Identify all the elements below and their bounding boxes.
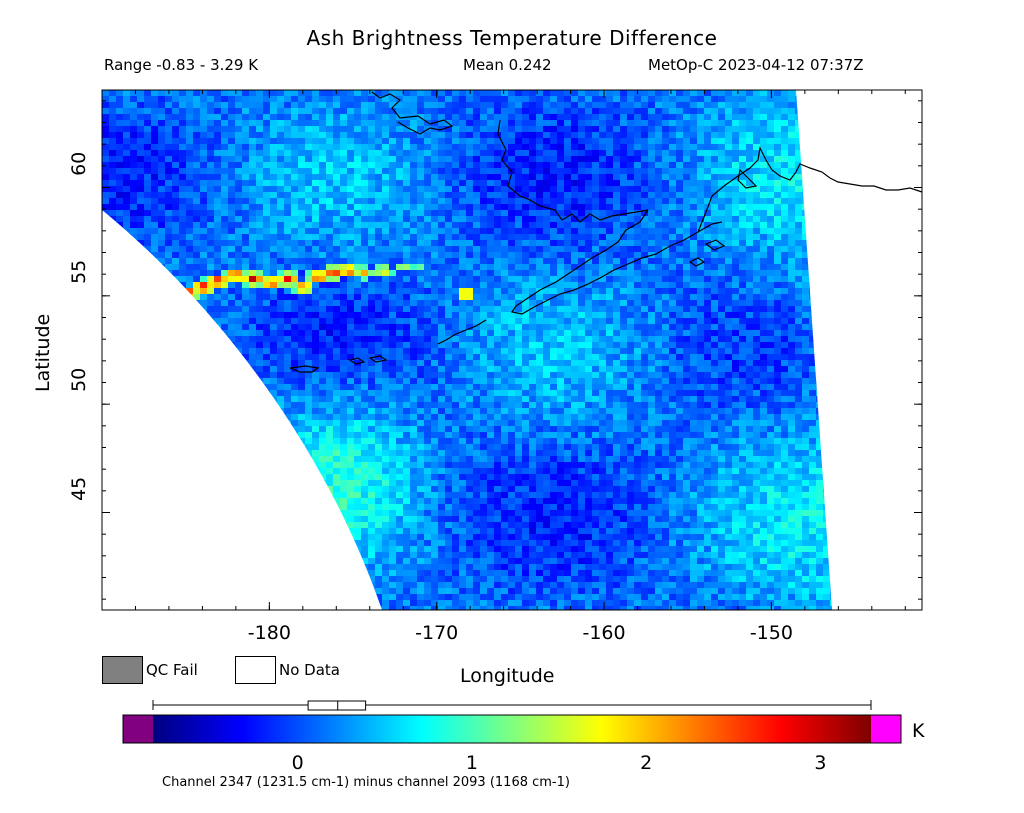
colorbar-tick-label: 2 [640, 752, 653, 774]
qc-fail-swatch [102, 656, 143, 684]
coastline [289, 91, 923, 373]
no-data-label: No Data [279, 661, 340, 679]
colorbar-above-range [871, 715, 901, 743]
x-tick-label: -180 [247, 622, 291, 644]
colorbar-tick-label: 3 [814, 752, 827, 774]
colorbar-gradient [153, 715, 871, 743]
no-data-swatch [235, 656, 276, 684]
satellite-time-text: MetOp-C 2023-04-12 07:37Z [648, 56, 864, 74]
y-tick-marks [102, 100, 922, 600]
channel-note: Channel 2347 (1231.5 cm-1) minus channel… [162, 775, 570, 790]
colorbar-unit: K [912, 720, 925, 742]
x-tick-label: -150 [749, 622, 793, 644]
colorbar-tick-label: 0 [291, 752, 304, 774]
map-frame [101, 89, 923, 611]
x-axis-label: Longitude [460, 665, 555, 687]
qc-fail-label: QC Fail [146, 661, 198, 679]
data-swath [102, 90, 832, 610]
mean-text: Mean 0.242 [463, 56, 552, 74]
colorbar-frame [122, 714, 902, 744]
range-text: Range -0.83 - 3.29 K [104, 56, 259, 74]
map-title: Ash Brightness Temperature Difference [306, 26, 718, 50]
x-tick-label: -160 [582, 622, 626, 644]
colorbar-iqr-box [307, 700, 367, 711]
colorbar-tick-label: 1 [465, 752, 478, 774]
x-tick-label: -170 [415, 622, 459, 644]
x-tick-marks [134, 90, 906, 610]
colorbar-below-range [123, 715, 153, 743]
